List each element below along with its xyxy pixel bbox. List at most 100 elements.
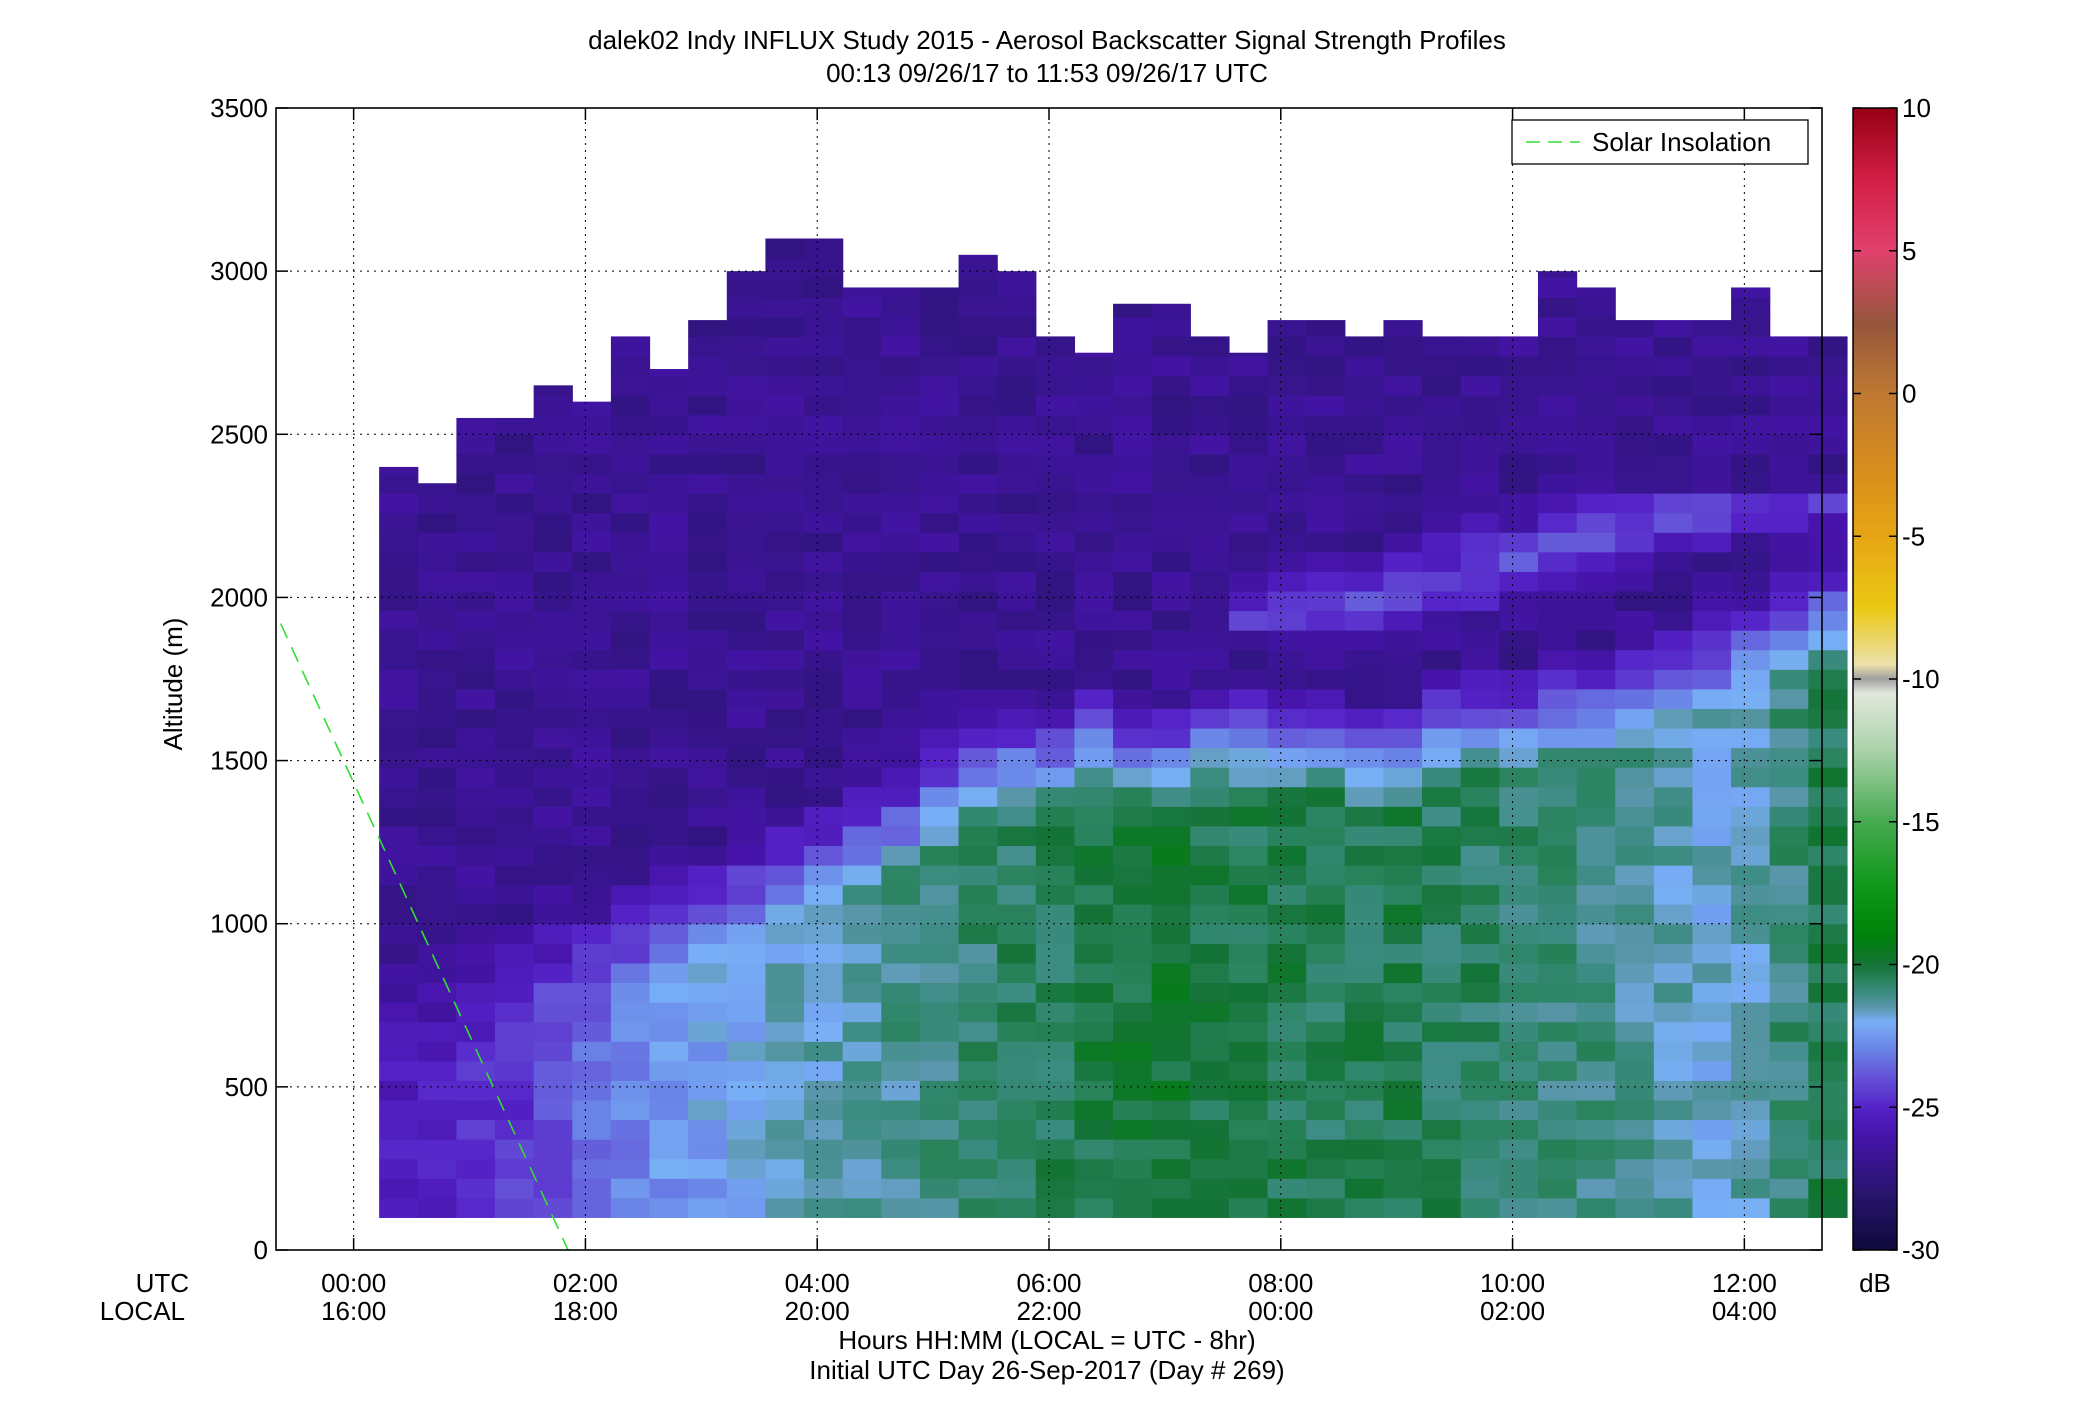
heatmap-cell (1499, 747, 1539, 768)
heatmap-cell (1576, 473, 1616, 494)
heatmap-cell (417, 1158, 457, 1179)
heatmap-cell (688, 1119, 728, 1140)
heatmap-cell (495, 943, 535, 964)
heatmap-cell (1499, 395, 1539, 416)
heatmap-cell (1537, 825, 1578, 847)
heatmap-cell (610, 590, 651, 612)
heatmap-cell (456, 982, 496, 1003)
heatmap-cell (1035, 532, 1076, 553)
heatmap-cell (1460, 669, 1500, 690)
heatmap-cell (1653, 610, 1694, 631)
heatmap-cell (610, 395, 651, 416)
heatmap-cell (1344, 727, 1385, 749)
heatmap-cell (1035, 630, 1076, 651)
heatmap-cell (1460, 904, 1500, 925)
heatmap-cell (1344, 806, 1385, 827)
heatmap-cell (379, 1080, 419, 1101)
heatmap-cell (881, 943, 921, 964)
colorbar-tick-label: 10 (1902, 93, 1931, 123)
heatmap-cell (1267, 571, 1307, 592)
heatmap-cell (842, 649, 882, 670)
heatmap-cell (1653, 806, 1694, 827)
heatmap-cell (1267, 1197, 1307, 1218)
heatmap-cell (610, 1139, 651, 1160)
heatmap-cell (1615, 434, 1655, 455)
heatmap-cell (688, 1139, 728, 1160)
heatmap-cell (1499, 884, 1539, 905)
heatmap-cell (726, 434, 767, 455)
heatmap-cell (1306, 904, 1346, 925)
heatmap-cell (997, 688, 1037, 709)
heatmap-cell (1383, 355, 1423, 377)
heatmap-cell (1306, 551, 1346, 572)
heatmap-cell (688, 493, 728, 514)
heatmap-cell (417, 1080, 457, 1101)
heatmap-cell (919, 493, 960, 514)
heatmap-cell (919, 1178, 960, 1199)
heatmap-cell (1537, 434, 1578, 455)
heatmap-cell (417, 962, 457, 984)
heatmap-cell (1344, 590, 1385, 612)
heatmap-cell (1228, 1021, 1269, 1042)
heatmap-cell (1190, 355, 1230, 377)
heatmap-cell (1344, 434, 1385, 455)
heatmap-cell (649, 923, 689, 944)
heatmap-cell (1692, 355, 1732, 377)
heatmap-cell (1267, 414, 1307, 435)
heatmap-cell (1460, 1021, 1500, 1042)
heatmap-cell (842, 453, 882, 475)
heatmap-cell (456, 1139, 496, 1160)
heatmap-cell (1692, 688, 1732, 709)
heatmap-cell (842, 434, 882, 455)
heatmap-cell (1035, 747, 1076, 768)
heatmap-cell (1113, 1158, 1153, 1179)
heatmap-cell (1615, 1197, 1655, 1218)
heatmap-cell (1537, 297, 1578, 318)
heatmap-cell (572, 806, 612, 827)
heatmap-cell (1576, 590, 1616, 612)
heatmap-cell (1383, 825, 1423, 847)
heatmap-cell (610, 767, 651, 788)
heatmap-cell (417, 923, 457, 944)
heatmap-cell (1460, 571, 1500, 592)
heatmap-cell (456, 610, 496, 631)
heatmap-cell (610, 904, 651, 925)
heatmap-cell (1190, 708, 1230, 729)
heatmap-cell (688, 708, 728, 729)
heatmap-cell (533, 1178, 573, 1199)
heatmap-cell (1190, 1099, 1230, 1121)
heatmap-cell (1074, 845, 1114, 866)
heatmap-cell (1306, 1002, 1346, 1023)
heatmap-cell (1731, 297, 1771, 318)
heatmap-cell (1653, 336, 1694, 357)
heatmap-cell (1383, 806, 1423, 827)
heatmap-cell (610, 1197, 651, 1218)
heatmap-cell (1653, 688, 1694, 709)
heatmap-cell (1537, 610, 1578, 631)
heatmap-cell (456, 767, 496, 788)
heatmap-cell (1731, 532, 1771, 553)
heatmap-cell (572, 1197, 612, 1218)
heatmap-cell (1731, 571, 1771, 592)
heatmap-cell (572, 1080, 612, 1101)
heatmap-cell (1113, 943, 1153, 964)
heatmap-cell (881, 571, 921, 592)
heatmap-cell (1615, 727, 1655, 749)
heatmap-cell (958, 1060, 998, 1081)
heatmap-cell (688, 727, 728, 749)
heatmap-cell (1035, 1197, 1076, 1218)
heatmap-cell (1460, 727, 1500, 749)
heatmap-cell (1151, 1099, 1191, 1121)
heatmap-cell (1190, 747, 1230, 768)
heatmap-cell (1228, 962, 1269, 984)
heatmap-cell (1228, 1060, 1269, 1081)
heatmap-cell (1228, 1178, 1269, 1199)
heatmap-cell (804, 532, 844, 553)
y-tick-label: 2000 (210, 582, 268, 612)
heatmap-cell (610, 355, 651, 377)
heatmap-cell (1769, 336, 1809, 357)
heatmap-cell (379, 493, 419, 514)
heatmap-cell (379, 1060, 419, 1081)
heatmap-cell (688, 473, 728, 494)
heatmap-cell (572, 1119, 612, 1140)
